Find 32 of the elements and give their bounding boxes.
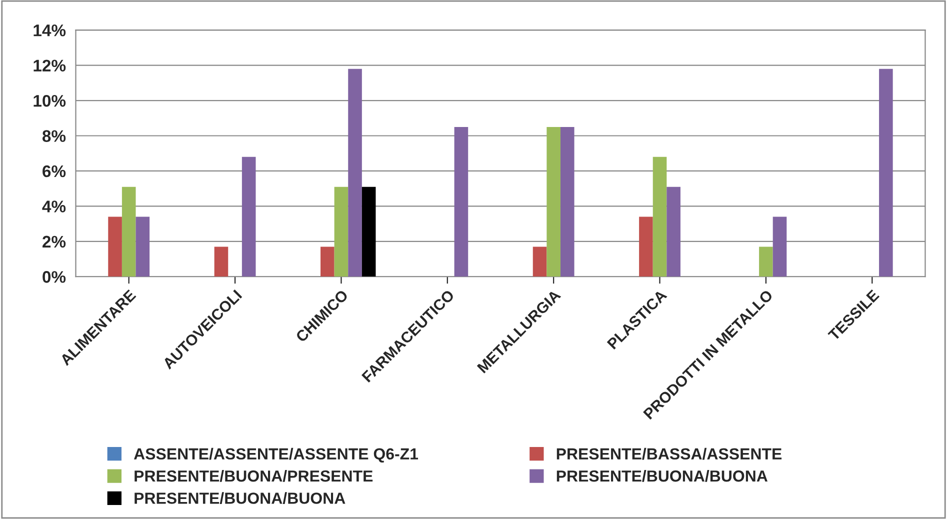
bar <box>242 156 256 277</box>
y-tick-label: 2% <box>42 236 66 248</box>
bar <box>879 68 893 277</box>
bar <box>666 186 680 277</box>
legend-label: ASSENTE/ASSENTE/ASSENTE Q6-Z1 <box>134 448 418 463</box>
bar <box>454 126 468 277</box>
y-tick-label: 12% <box>34 60 66 72</box>
bar <box>348 68 362 277</box>
bar <box>320 246 334 277</box>
y-tick-label: 6% <box>42 165 66 178</box>
legend-label: PRESENTE/BUONA/BUONA <box>556 470 768 482</box>
legend-label: PRESENTE/BUONA/BUONA <box>134 492 346 504</box>
bar <box>122 186 136 277</box>
bar <box>652 156 667 277</box>
bar <box>759 246 773 277</box>
bar <box>362 186 376 277</box>
bar <box>560 126 574 277</box>
bar <box>108 216 122 277</box>
legend-label: PRESENTE/BUONA/PRESENTE <box>134 470 373 482</box>
y-tick-label: 10% <box>34 94 66 107</box>
bar <box>772 216 787 277</box>
y-tick-label: 14% <box>34 24 66 36</box>
y-tick-label: 4% <box>42 200 66 212</box>
y-tick-label: 8% <box>42 130 66 142</box>
bar <box>639 216 653 277</box>
bar <box>136 216 150 277</box>
legend-label: PRESENTE/BASSA/ASSENTE <box>556 448 782 460</box>
bar <box>334 186 348 277</box>
bar <box>546 126 560 277</box>
bar <box>214 246 228 277</box>
bar <box>532 246 547 277</box>
y-tick-label: 0% <box>42 271 66 283</box>
